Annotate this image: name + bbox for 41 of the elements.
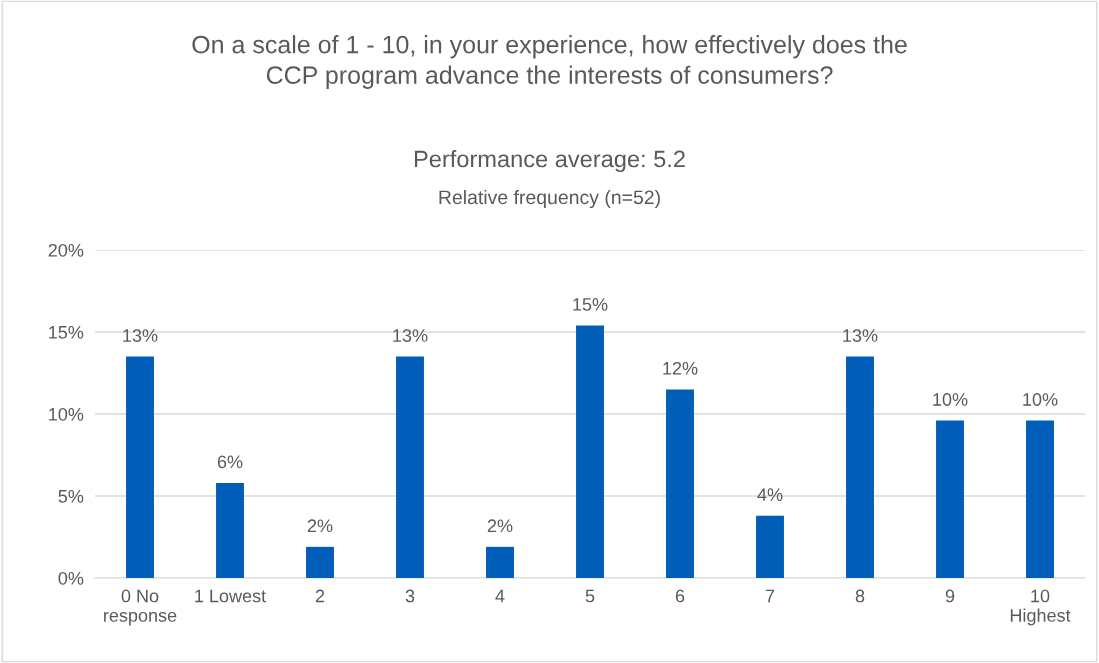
x-tick-label: 10 Highest	[1010, 589, 1071, 626]
bar	[936, 420, 964, 578]
x-tick-label: 7	[765, 589, 775, 603]
data-label: 10%	[933, 393, 968, 406]
bar	[756, 515, 784, 578]
y-tick-label: 20%	[48, 243, 84, 257]
text: Relative frequency (n=52)	[439, 189, 660, 209]
y-tick-label: 0%	[58, 571, 84, 585]
data-label: 2%	[487, 519, 513, 533]
chart-subtitle: Performance average: 5.2	[414, 150, 685, 173]
bar	[306, 546, 334, 578]
data-label: 12%	[663, 361, 698, 375]
data-label: 4%	[757, 488, 783, 501]
x-tick-label: 1 Lowest	[195, 589, 266, 603]
bar	[1026, 420, 1054, 578]
data-label: 6%	[217, 455, 243, 469]
data-label: 2%	[307, 519, 333, 533]
y-tick-label: 5%	[58, 490, 84, 503]
data-label: 13%	[123, 329, 158, 342]
x-tick-label: 4	[495, 589, 505, 603]
x-tick-label: 5	[585, 589, 595, 603]
bar	[216, 482, 244, 578]
data-label: 13%	[843, 329, 878, 342]
x-tick-label: 6	[675, 589, 685, 603]
bar	[576, 325, 604, 578]
y-tick-label: 10%	[49, 407, 84, 421]
x-tick-label: 2	[315, 589, 325, 603]
x-tick-label: 0 No response	[104, 589, 177, 626]
y-tick-label: 15%	[49, 326, 84, 339]
bar	[486, 546, 514, 578]
data-label: 15%	[573, 298, 608, 311]
data-label: 13%	[393, 329, 428, 342]
bar	[126, 356, 154, 578]
x-tick-label: 3	[405, 589, 415, 603]
data-label: 10%	[1023, 393, 1058, 406]
bar	[396, 356, 424, 578]
bar	[666, 389, 694, 578]
x-tick-label: 9	[945, 589, 955, 603]
bar	[846, 356, 874, 578]
x-tick-label: 8	[855, 589, 865, 603]
chart-title: On a scale of 1 - 10, in your experience, how effectively does the CCP program advance the interests of consumers?	[192, 35, 907, 89]
